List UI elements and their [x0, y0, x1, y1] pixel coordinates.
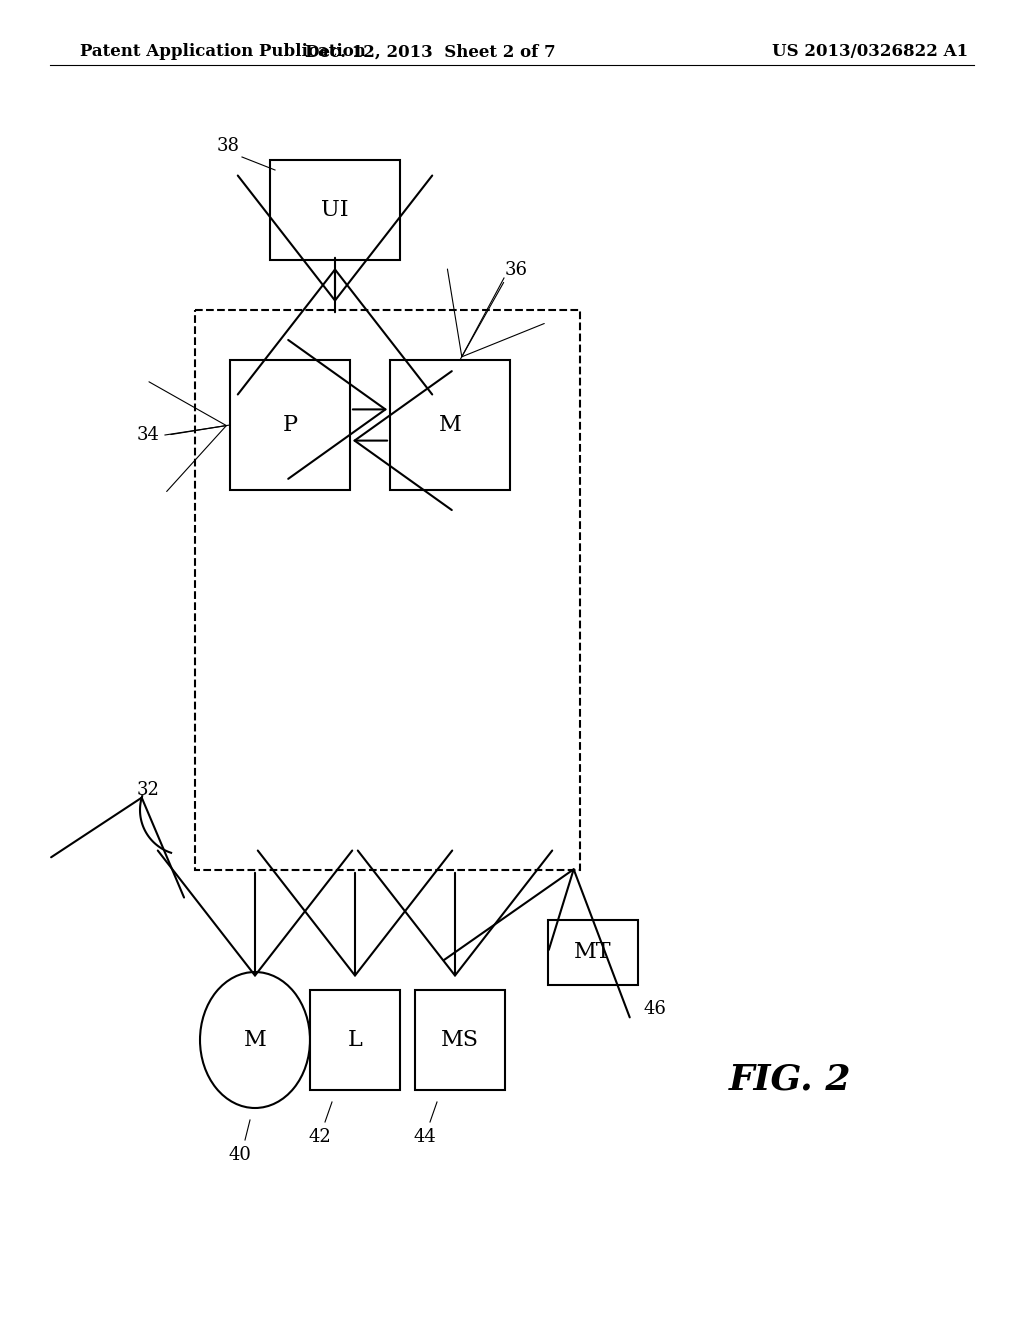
Text: 38: 38	[217, 137, 240, 154]
Text: P: P	[283, 414, 298, 436]
Text: 34: 34	[136, 426, 160, 444]
Bar	[310, 990, 400, 1090]
Text: Dec. 12, 2013  Sheet 2 of 7: Dec. 12, 2013 Sheet 2 of 7	[305, 44, 555, 61]
Text: 36: 36	[505, 261, 528, 279]
Text: UI: UI	[322, 199, 349, 220]
Text: US 2013/0326822 A1: US 2013/0326822 A1	[772, 44, 968, 61]
Bar	[195, 310, 580, 870]
Bar	[390, 360, 510, 490]
Bar	[548, 920, 638, 985]
Ellipse shape	[200, 972, 310, 1107]
Text: 32: 32	[136, 781, 160, 799]
Text: 46: 46	[643, 1001, 666, 1018]
Text: L: L	[347, 1030, 362, 1051]
Text: Patent Application Publication: Patent Application Publication	[80, 44, 366, 61]
Text: 44: 44	[414, 1129, 436, 1146]
Text: M: M	[438, 414, 462, 436]
Bar	[230, 360, 350, 490]
Text: MS: MS	[441, 1030, 479, 1051]
Text: 40: 40	[228, 1146, 252, 1164]
Text: FIG. 2: FIG. 2	[729, 1063, 851, 1097]
Text: 42: 42	[308, 1129, 332, 1146]
Bar	[415, 990, 505, 1090]
Text: M: M	[244, 1030, 266, 1051]
Bar	[270, 160, 400, 260]
Text: MT: MT	[574, 941, 611, 964]
